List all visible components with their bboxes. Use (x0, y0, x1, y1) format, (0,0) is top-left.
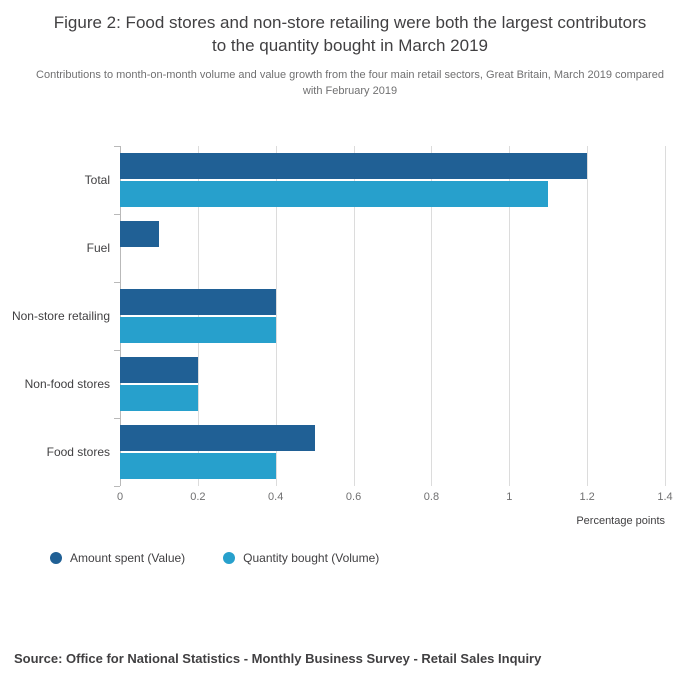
x-tick-label-0: 0 (116, 490, 124, 503)
legend-swatch-icon (50, 551, 62, 564)
gridline-1-2 (587, 145, 589, 486)
y-axis-line (120, 145, 121, 486)
legend-swatch-icon (223, 551, 236, 564)
category-label-non-food-stores: Non-food stores (24, 376, 110, 391)
legend: Amount spent (Value) Quantity bought (Vol… (50, 551, 700, 565)
y-axis-tick (114, 145, 120, 147)
legend-item-amount-spent: Amount spent (Value) (50, 551, 185, 565)
legend-item-quantity-bought: Quantity bought (Volume) (223, 551, 379, 565)
bar-amount-spent-non-store-retailing (120, 288, 276, 315)
bar-amount-spent-non-food-stores (120, 356, 198, 383)
x-tick-label-1: 1 (506, 490, 513, 503)
category-label-non-store-retailing: Non-store retailing (11, 308, 110, 323)
source-text: Source: Office for National Statistics -… (14, 650, 542, 666)
x-tick-label-1-2: 1.2 (579, 490, 595, 503)
y-axis-tick (114, 281, 120, 283)
x-tick-label-0-8: 0.8 (423, 490, 440, 503)
plot-area (114, 145, 666, 487)
bar-chart: Total Fuel Non-store retailing Non-food sto… (0, 145, 700, 565)
y-axis-tick (114, 213, 120, 215)
legend-label: Quantity bought (Volume) (243, 550, 380, 565)
gridline-1 (509, 145, 511, 486)
chart-area: Total Fuel Non-store retailing Non-food sto… (0, 145, 700, 487)
y-axis-tick (114, 417, 120, 419)
bar-quantity-bought-non-store-retailing (120, 316, 276, 343)
x-tick-label-0-6: 0.6 (345, 490, 362, 503)
x-axis: 0 0.2 0.4 0.6 0.8 1 1.2 1.4 (116, 490, 673, 507)
legend-label: Amount spent (Value) (70, 550, 186, 565)
gridline-0-2 (197, 145, 199, 486)
gridline-1-4 (665, 145, 666, 486)
x-axis-title: Percentage points (576, 514, 665, 527)
x-tick-label-0-2: 0.2 (190, 490, 206, 503)
category-label-food-stores: Food stores (46, 444, 110, 459)
bar-amount-spent-food-stores (120, 424, 315, 451)
gridline-0-4 (275, 145, 277, 486)
y-axis-labels: Total Fuel Non-store retailing Non-food sto… (0, 146, 120, 486)
category-label-fuel: Fuel (86, 240, 110, 255)
bar-amount-spent-total (120, 152, 588, 179)
y-axis-tick (114, 349, 120, 351)
category-label-total: Total (84, 172, 110, 187)
bar-amount-spent-fuel (120, 220, 159, 247)
bar-quantity-bought-total (120, 180, 549, 207)
figure-title: Figure 2: Food stores and non-store reta… (53, 13, 647, 55)
gridline-0-8 (431, 145, 433, 486)
bar-quantity-bought-non-food-stores (120, 384, 198, 411)
gridline-0-6 (353, 145, 355, 486)
figure-subtitle: Contributions to month-on-month volume a… (36, 68, 664, 98)
x-tick-label-0-4: 0.4 (268, 490, 284, 503)
bar-quantity-bought-food-stores (120, 452, 276, 479)
y-axis-tick (114, 485, 120, 487)
x-tick-label-1-4: 1.4 (657, 490, 673, 503)
